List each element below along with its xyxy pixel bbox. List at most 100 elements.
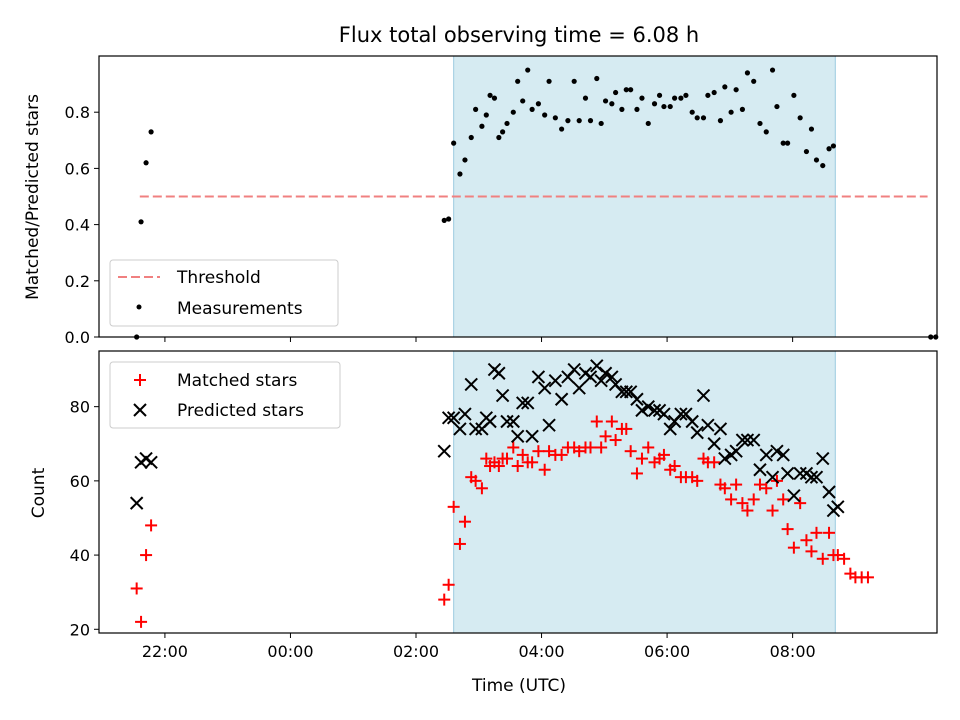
measurement-point	[535, 101, 542, 107]
predicted-star-point	[605, 370, 619, 384]
measurement-point	[613, 89, 619, 96]
matched-star-point	[718, 482, 731, 495]
matched-star-point	[736, 497, 749, 510]
matched-star-point	[635, 452, 648, 465]
matched-star-point	[501, 452, 514, 465]
matched-star-point	[725, 493, 738, 506]
measurement-point	[520, 98, 526, 104]
measurement-point	[739, 106, 746, 112]
predicted-star-point	[696, 388, 711, 403]
measurement-point	[820, 162, 826, 169]
measurement-point	[808, 126, 815, 132]
measurement-point	[594, 75, 600, 82]
measurement-point	[757, 120, 763, 127]
top-y-tick-label: 0.6	[65, 159, 90, 178]
measurement-point	[441, 217, 447, 223]
predicted-star-point	[713, 422, 728, 436]
matched-star-point	[453, 537, 466, 550]
measurement-point	[722, 84, 728, 90]
measurement-point	[462, 157, 468, 163]
measurement-point	[813, 157, 820, 163]
measurement-point	[609, 101, 615, 107]
top-panel: 0.00.20.40.60.8 Matched/Predicted stars …	[23, 55, 939, 347]
matched-star-point	[130, 582, 143, 595]
matched-star-point	[668, 460, 681, 473]
measurement-point	[525, 67, 531, 73]
measurement-point	[623, 87, 629, 93]
predicted-star-point	[531, 370, 546, 384]
predicted-star-point	[437, 444, 451, 458]
measurement-point	[700, 115, 707, 121]
measurement-point	[143, 160, 149, 166]
measurements-legend-swatch	[136, 304, 142, 310]
measurement-point	[651, 101, 658, 107]
measurement-point	[733, 87, 739, 93]
predicted-star-point	[663, 422, 677, 436]
predicted-star-point	[567, 362, 581, 377]
predicted-star-point	[776, 448, 790, 462]
matched-star-point	[630, 467, 643, 480]
matched-star-point	[800, 534, 813, 547]
matched-star-point	[526, 456, 539, 469]
matched-star-point	[657, 448, 670, 461]
predicted-stars-points	[129, 359, 845, 518]
measurement-point	[473, 106, 479, 112]
predicted-star-point	[831, 500, 845, 514]
measurement-point	[645, 120, 651, 127]
matched-star-point	[595, 441, 608, 454]
matched-star-point	[708, 456, 721, 469]
measurement-point	[717, 118, 724, 124]
predicted-star-point	[510, 429, 525, 444]
predicted-star-point	[635, 403, 649, 418]
matched-star-point	[816, 552, 829, 565]
measurement-point	[529, 106, 535, 112]
measurement-point	[500, 129, 506, 135]
predicted-star-point	[129, 496, 144, 510]
matched-star-point	[747, 493, 760, 506]
matched-star-point	[609, 434, 622, 447]
measurement-point	[483, 112, 489, 118]
predicted-star-point	[787, 489, 801, 503]
predicted-star-point	[521, 396, 535, 410]
measurement-point	[826, 146, 832, 152]
predicted-star-point	[464, 377, 478, 392]
predicted-star-point	[701, 418, 715, 432]
predicted-star-point	[657, 407, 671, 421]
bottom-legend-box	[109, 361, 341, 429]
matched-star-point	[741, 504, 754, 517]
measurement-point	[728, 109, 734, 115]
predicted-star-point	[619, 385, 633, 399]
matched-star-point	[475, 482, 488, 495]
measurement-point	[451, 140, 457, 146]
matched-star-point	[447, 500, 460, 513]
chart-title: Flux total observing time = 6.08 h	[339, 23, 699, 47]
measurement-point	[780, 140, 786, 146]
matched-star-point	[507, 441, 520, 454]
predicted-star-point	[647, 403, 662, 418]
matched-star-point	[760, 482, 773, 495]
predicted-star-point	[500, 414, 514, 429]
measurement-point	[689, 109, 695, 115]
top-plot-frame	[98, 55, 938, 338]
x-tick-label: 22:00	[142, 642, 188, 661]
matched-star-point	[642, 441, 655, 454]
matched-star-point	[590, 415, 603, 428]
measurement-point	[496, 134, 502, 141]
x-tick-label: 08:00	[770, 642, 816, 661]
measurements-legend-label: Measurements	[177, 299, 303, 319]
measurement-point	[576, 118, 582, 124]
measurement-point	[515, 78, 521, 84]
top-y-tick-label: 0.8	[65, 103, 90, 122]
measurement-point	[785, 140, 791, 146]
measurement-point	[672, 95, 678, 101]
measurement-point	[678, 95, 684, 101]
bottom-y-tick-label: 60	[70, 472, 90, 491]
measurement-point	[598, 120, 604, 127]
measurement-point	[791, 92, 797, 98]
bottom-plot-frame	[98, 350, 938, 634]
x-tick-label: 00:00	[267, 642, 313, 661]
measurement-point	[582, 95, 589, 101]
matched-star-point	[620, 422, 633, 435]
predicted-star-point	[780, 466, 795, 481]
